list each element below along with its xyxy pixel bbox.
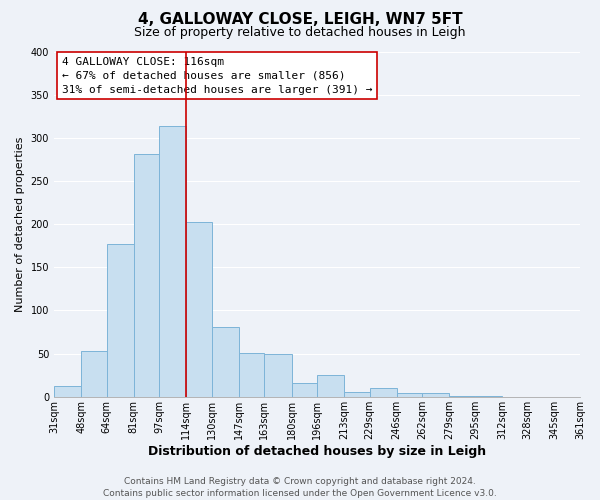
Text: 4, GALLOWAY CLOSE, LEIGH, WN7 5FT: 4, GALLOWAY CLOSE, LEIGH, WN7 5FT	[137, 12, 463, 28]
Bar	[317, 375, 344, 397]
Text: Size of property relative to detached houses in Leigh: Size of property relative to detached ho…	[134, 26, 466, 39]
Bar	[422, 394, 449, 397]
Bar	[265, 354, 292, 397]
Bar	[449, 396, 475, 397]
Bar	[397, 394, 422, 397]
Y-axis label: Number of detached properties: Number of detached properties	[15, 136, 25, 312]
Text: Contains HM Land Registry data © Crown copyright and database right 2024.
Contai: Contains HM Land Registry data © Crown c…	[103, 476, 497, 498]
Bar	[239, 353, 265, 397]
Bar	[187, 222, 212, 397]
Bar	[370, 388, 397, 397]
Bar	[292, 383, 317, 397]
Bar	[475, 396, 502, 397]
Bar	[344, 392, 370, 397]
Bar	[107, 244, 134, 397]
X-axis label: Distribution of detached houses by size in Leigh: Distribution of detached houses by size …	[148, 444, 486, 458]
Bar	[134, 154, 159, 397]
Bar	[159, 126, 187, 397]
Bar	[54, 386, 81, 397]
Text: 4 GALLOWAY CLOSE: 116sqm
← 67% of detached houses are smaller (856)
31% of semi-: 4 GALLOWAY CLOSE: 116sqm ← 67% of detach…	[62, 56, 373, 94]
Bar	[212, 327, 239, 397]
Bar	[81, 351, 107, 397]
